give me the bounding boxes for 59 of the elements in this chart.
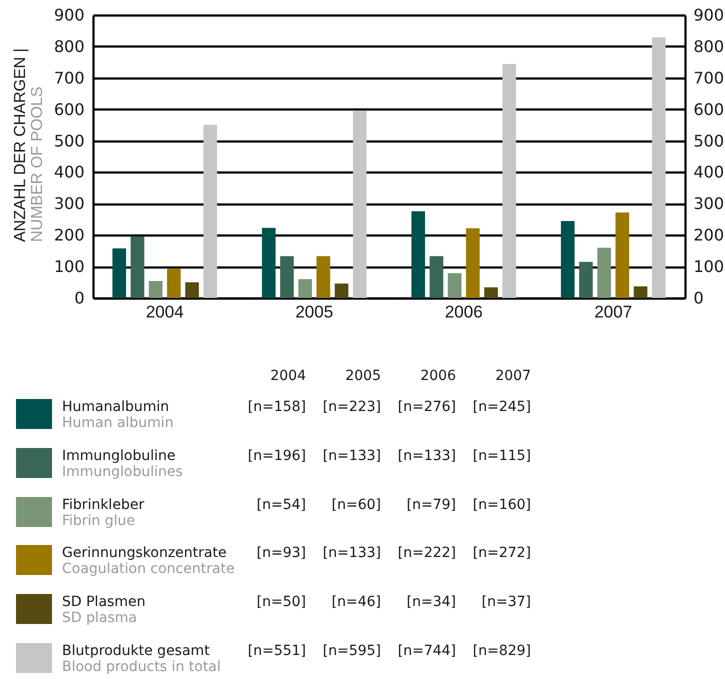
y2-tick-label: 700 [694, 68, 724, 88]
legend-label: Humanalbumin Human albumin [62, 399, 174, 431]
legend-label: Gerinnungskonzentrate Coagulation concentrate [62, 545, 235, 578]
legend-label: SD Plasmen SD plasma [62, 594, 146, 626]
y2-tick-label: 300 [694, 194, 724, 214]
x-tick-label: 2006 [444, 302, 483, 322]
text: [n=54] [256, 496, 306, 513]
y-tick-label: 200 [54, 226, 84, 245]
text: [n=222] [398, 545, 456, 562]
y-tick-label: 800 [54, 36, 84, 56]
text: [n=133] [322, 448, 381, 464]
legend-label: Fibrinkleber Fibrin glue [62, 496, 144, 529]
text: [n=37] [482, 594, 531, 610]
y-tick-label: 700 [54, 68, 84, 88]
text: [n=158] [246, 399, 306, 415]
text: [n=829] [472, 643, 531, 659]
y2-tick-label: 900 [694, 6, 724, 24]
text: [n=276] [398, 399, 456, 415]
text: [n=595] [322, 643, 381, 659]
text: [n=79] [406, 496, 456, 513]
y2-tick-label: 600 [694, 100, 724, 119]
text: [n=133] [322, 545, 381, 562]
y-axis-title: ANZAHL DER CHARGEN | NUMBER OF POOLS [12, 48, 46, 242]
text: [n=34] [406, 594, 456, 610]
text: [n=551] [246, 643, 306, 659]
y2-tick-label: 100 [694, 257, 724, 276]
y-tick-label: 400 [54, 162, 84, 182]
x-tick-label: 2007 [594, 302, 632, 322]
y-tick-label: 100 [54, 257, 84, 276]
text: [n=46] [332, 594, 381, 610]
y2-tick-label: 500 [694, 131, 724, 150]
x-tick-label: 2004 [146, 302, 184, 322]
y-tick-label: 900 [54, 6, 84, 24]
legend-label: Blutprodukte gesamt Blood products in total [62, 643, 221, 675]
y-tick-label: 500 [54, 131, 84, 150]
text: [n=93] [256, 545, 306, 562]
y2-tick-label: 0 [694, 288, 704, 308]
y2-tick-label: 200 [694, 226, 724, 245]
y-tick-label: 0 [74, 288, 84, 308]
text: [n=272] [472, 545, 531, 562]
category-label: 2005 [345, 368, 381, 384]
text: [n=115] [472, 448, 531, 464]
y2-tick-label: 800 [694, 36, 724, 56]
text: [n=50] [256, 594, 306, 610]
y-tick-label: 600 [54, 100, 84, 119]
text: [n=160] [472, 496, 531, 513]
legend-label: Immunglobuline Immunglobulines [62, 448, 183, 480]
text: [n=744] [398, 643, 456, 659]
category-label: 2007 [495, 368, 531, 384]
text: [n=245] [472, 399, 531, 415]
category-label: 2004 [270, 368, 306, 384]
text: [n=133] [398, 448, 456, 464]
y2-tick-label: 400 [694, 162, 724, 182]
x-tick-label: 2005 [295, 302, 334, 322]
y-tick-label: 300 [54, 194, 84, 214]
text: [n=223] [322, 399, 381, 415]
text: [n=60] [332, 496, 381, 513]
text: [n=196] [246, 448, 306, 464]
category-label: 2006 [420, 368, 456, 384]
